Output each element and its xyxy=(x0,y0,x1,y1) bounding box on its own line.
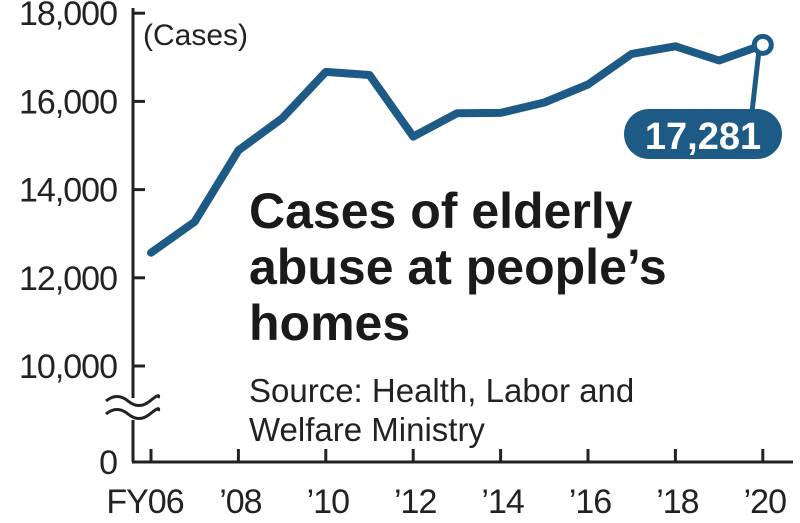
chart-title-line-1: Cases of elderly xyxy=(249,183,633,239)
x-tick-label: ’08 xyxy=(219,483,261,521)
chart-title-line-3: homes xyxy=(249,295,410,351)
data-point-2007 xyxy=(192,219,198,225)
x-axis: FY06 ’08 ’10 ’12 ’14 ’16 ’18 ’20 xyxy=(106,449,787,521)
data-point-2008 xyxy=(235,147,241,153)
y-tick-label: 0 xyxy=(99,444,117,482)
x-tick-label: ’18 xyxy=(656,483,698,521)
x-tick-label: ’10 xyxy=(307,483,349,521)
data-point-2012 xyxy=(410,134,416,140)
data-point-2015 xyxy=(541,100,547,106)
axis-break-wave xyxy=(105,394,161,407)
x-tick-label: ’14 xyxy=(481,483,523,521)
x-tick-label: FY06 xyxy=(106,483,183,521)
data-point-2014 xyxy=(498,110,504,116)
source-line-1: Source: Health, Labor and xyxy=(249,372,634,409)
latest-value-marker xyxy=(751,33,774,56)
data-point-2019 xyxy=(716,58,722,64)
data-point-2009 xyxy=(279,115,285,121)
y-tick-label: 12,000 xyxy=(19,260,117,298)
x-tick-label: ’16 xyxy=(569,483,611,521)
y-axis: 18,000 16,000 14,000 12,000 10,000 0 xyxy=(19,0,145,482)
y-tick-label: 16,000 xyxy=(19,83,117,121)
x-tick-label: ’20 xyxy=(744,483,786,521)
axis-break-wave xyxy=(105,407,161,420)
y-tick-label: 18,000 xyxy=(19,0,117,33)
callout-badge xyxy=(624,109,782,159)
axis-break-icon xyxy=(105,394,161,420)
series-line xyxy=(147,40,767,257)
data-point-2011 xyxy=(367,72,373,78)
chart-title-line-2: abuse at people’s xyxy=(249,239,667,295)
x-tick-label: ’12 xyxy=(394,483,436,521)
data-point-2018 xyxy=(672,43,678,49)
data-point-2006 xyxy=(148,250,154,256)
data-point-2016 xyxy=(585,82,591,88)
y-tick-label: 14,000 xyxy=(19,172,117,210)
callout-leader-line xyxy=(749,51,762,113)
y-axis-unit-label: (Cases) xyxy=(143,19,248,52)
source-line-2: Welfare Ministry xyxy=(249,411,485,448)
data-point-2010 xyxy=(323,69,329,75)
data-point-2017 xyxy=(629,51,635,57)
callout-value: 17,281 xyxy=(645,116,761,158)
data-point-2013 xyxy=(454,110,460,116)
y-tick-label: 10,000 xyxy=(19,348,117,386)
